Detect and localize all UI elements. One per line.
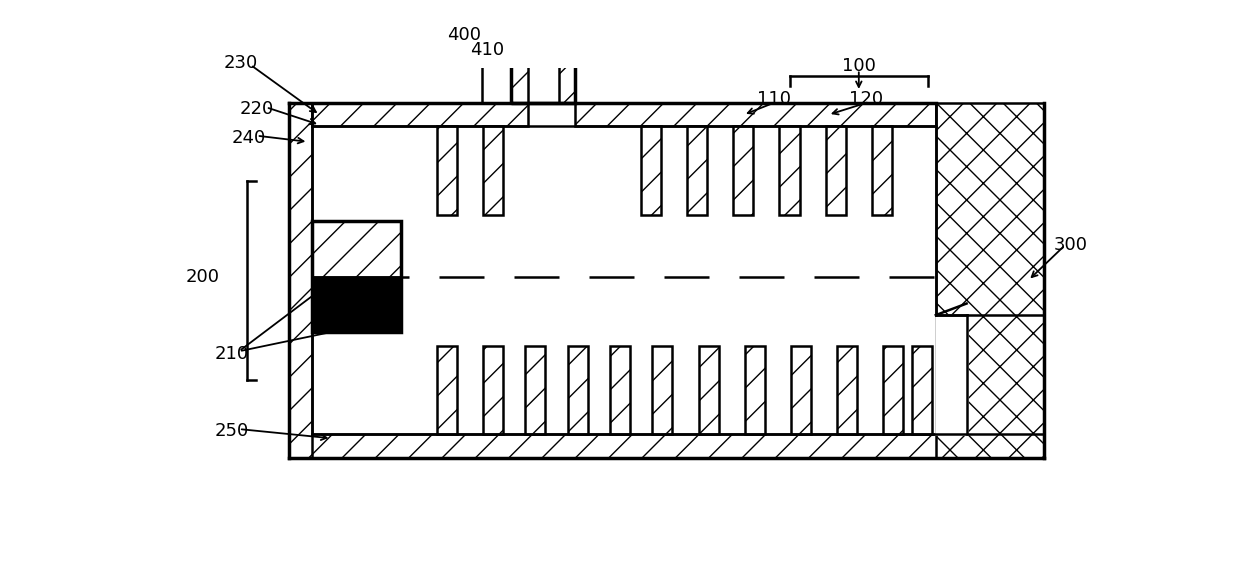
Bar (511, 0, 575, 104)
Bar (312, 221, 401, 277)
Bar (780, 126, 800, 215)
Text: 400: 400 (448, 26, 481, 44)
Bar (312, 104, 528, 126)
Bar (911, 346, 932, 435)
Text: 100: 100 (842, 57, 875, 75)
Text: 120: 120 (849, 91, 884, 109)
Bar (312, 277, 401, 332)
Bar (936, 315, 967, 435)
Bar (436, 126, 456, 215)
Bar (733, 126, 754, 215)
Bar (558, 0, 575, 104)
Bar (641, 126, 661, 215)
Text: 240: 240 (232, 129, 267, 147)
Bar (791, 346, 811, 435)
Text: 220: 220 (239, 101, 274, 118)
Bar (687, 126, 707, 215)
Bar (289, 435, 1044, 457)
Bar (511, 0, 528, 104)
Text: 200: 200 (186, 268, 219, 286)
Bar (526, 346, 546, 435)
Bar (883, 346, 904, 435)
Bar (568, 346, 588, 435)
Bar (826, 126, 846, 215)
Bar (610, 346, 630, 435)
Bar (289, 104, 312, 457)
Text: 110: 110 (758, 91, 791, 109)
Bar (698, 346, 719, 435)
Bar (837, 346, 857, 435)
Text: 300: 300 (1054, 236, 1087, 254)
Text: 250: 250 (215, 422, 248, 440)
Bar (872, 126, 892, 215)
Text: 210: 210 (215, 345, 248, 363)
Bar (484, 346, 503, 435)
Bar (312, 221, 401, 332)
Bar (484, 126, 503, 215)
Bar (652, 346, 672, 435)
Bar (745, 346, 765, 435)
Text: 410: 410 (470, 41, 505, 59)
Bar (936, 104, 1044, 457)
Bar (436, 346, 456, 435)
Bar (575, 104, 936, 126)
Text: 230: 230 (223, 54, 258, 72)
